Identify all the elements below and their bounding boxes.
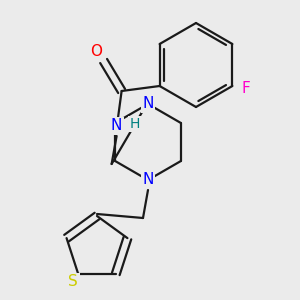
Text: H: H: [129, 117, 140, 131]
Text: O: O: [90, 44, 102, 59]
Text: S: S: [68, 274, 78, 290]
Text: N: N: [142, 172, 154, 188]
Text: F: F: [242, 80, 251, 95]
Text: N: N: [111, 118, 122, 134]
Text: N: N: [142, 97, 154, 112]
